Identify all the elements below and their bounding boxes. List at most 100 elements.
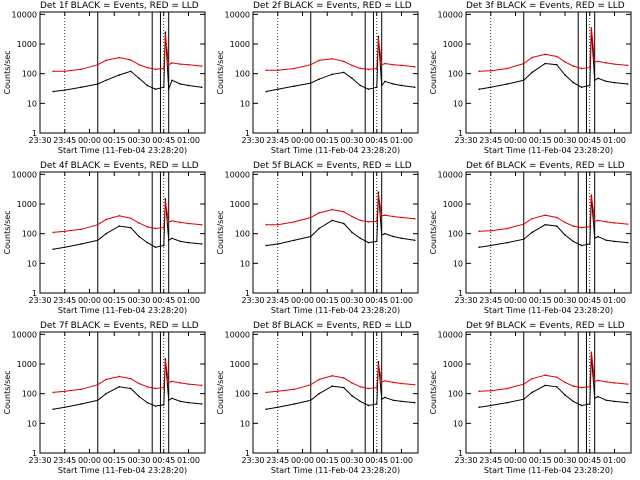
chart-svg: Det 9f BLACK = Events, RED = LLD 1 10 100 10… (429, 321, 632, 475)
data-point (129, 377, 132, 380)
x-tick-label: 01:00 (603, 456, 626, 465)
data-point (146, 84, 149, 87)
data-point (162, 244, 165, 247)
data-point (522, 62, 525, 65)
series-line-lld (53, 201, 202, 233)
chart-title: Det 5f BLACK = Events, RED = LLD (253, 161, 412, 171)
data-point (375, 67, 378, 70)
data-point (171, 237, 173, 240)
data-point (200, 223, 203, 226)
data-point (138, 222, 140, 224)
data-point (605, 239, 608, 242)
y-tick-label: 10 (27, 99, 37, 108)
data-point (367, 68, 370, 71)
x-tick-label: 00:15 (529, 456, 552, 465)
data-point (351, 231, 353, 234)
x-tick-label: 23:45 (266, 456, 289, 465)
data-point (129, 387, 132, 390)
y-axis-label: Counts/sec (429, 210, 438, 254)
y-tick-label: 1 (245, 129, 250, 138)
data-point (318, 378, 320, 381)
data-point (359, 84, 362, 87)
y-axis-label: Counts/sec (3, 50, 12, 94)
chart-svg: Det 3f BLACK = Events, RED = LLD 1 10 100 10… (429, 1, 632, 155)
data-point (380, 234, 383, 236)
data-point (164, 31, 167, 34)
y-tick-label: 10 (240, 99, 250, 108)
data-point (146, 386, 149, 388)
data-point (52, 248, 54, 250)
data-point (522, 79, 525, 82)
data-point (506, 241, 509, 244)
x-tick-label: 01:00 (603, 296, 626, 305)
data-point (380, 381, 383, 383)
x-tick-label: 00:30 (340, 296, 363, 305)
data-point (613, 382, 616, 384)
data-point (265, 69, 267, 72)
data-point (187, 84, 190, 87)
data-point (588, 66, 591, 69)
y-tick-label: 10 (453, 419, 463, 428)
data-point (105, 218, 107, 221)
y-tick-label: 1000 (230, 40, 250, 49)
data-point (331, 219, 333, 222)
x-tick-label: 00:30 (553, 296, 576, 305)
y-tick-label: 1 (458, 129, 463, 138)
y-tick-label: 100 (448, 390, 463, 399)
data-point (80, 86, 83, 88)
x-tick-label: 23:45 (479, 456, 502, 465)
data-point (154, 88, 157, 90)
series-line-events (479, 29, 628, 90)
data-point (626, 241, 629, 244)
data-point (555, 216, 558, 219)
data-point (118, 225, 120, 227)
data-point (588, 386, 591, 388)
data-point (572, 81, 575, 84)
data-point (564, 74, 566, 76)
data-point (276, 69, 279, 72)
data-point (588, 403, 591, 405)
data-point (572, 240, 575, 243)
data-point (179, 221, 182, 224)
plot-frame (465, 171, 632, 294)
data-point (105, 392, 107, 395)
data-point (200, 65, 203, 67)
data-point (489, 69, 492, 72)
x-tick-label: 23:45 (266, 296, 289, 305)
data-point (164, 197, 167, 200)
data-point (187, 222, 190, 225)
y-tick-label: 1000 (230, 360, 250, 369)
data-point (613, 63, 616, 65)
data-point (478, 70, 480, 73)
data-point (367, 88, 370, 90)
data-point (522, 383, 525, 385)
data-point (309, 82, 312, 84)
x-tick-label: 23:30 (454, 456, 477, 465)
x-tick-label: 01:00 (177, 136, 200, 145)
data-point (351, 215, 353, 218)
data-point (154, 405, 157, 407)
data-point (367, 404, 370, 407)
data-point (179, 382, 182, 384)
x-tick-label: 23:30 (241, 456, 264, 465)
x-tick-label: 00:00 (291, 296, 314, 305)
data-point (63, 230, 66, 233)
data-point (63, 390, 66, 393)
data-point (580, 226, 583, 229)
series-line-lld (266, 363, 415, 393)
data-point (555, 55, 558, 58)
data-point (593, 237, 596, 240)
chart-title: Det 6f BLACK = Events, RED = LLD (466, 161, 625, 171)
data-point (531, 56, 533, 59)
y-tick-label: 10000 (438, 330, 463, 339)
data-point (200, 243, 203, 245)
data-point (342, 60, 345, 63)
data-point (613, 81, 616, 84)
x-tick-label: 00:15 (316, 296, 339, 305)
data-point (377, 193, 380, 195)
y-tick-label: 10000 (438, 10, 463, 19)
data-point (590, 194, 593, 196)
y-tick-label: 1000 (17, 200, 37, 209)
series-line-lld (53, 35, 202, 72)
data-point (380, 215, 383, 217)
